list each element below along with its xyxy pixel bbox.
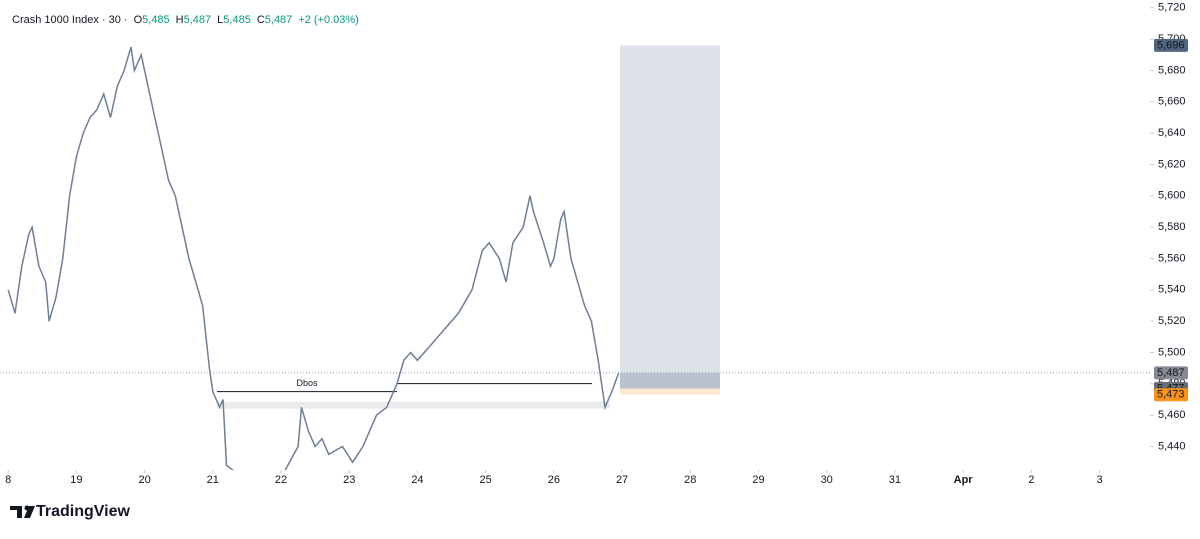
x-tick-label: 21 bbox=[207, 474, 219, 486]
x-tick-label: 22 bbox=[275, 474, 287, 486]
x-tick-label: 3 bbox=[1096, 474, 1102, 486]
y-tick-label: 5,580 bbox=[1158, 221, 1186, 233]
x-tick-label: 27 bbox=[616, 474, 628, 486]
y-tick-label: 5,460 bbox=[1158, 409, 1186, 421]
annotation-label: Dbos bbox=[296, 378, 318, 388]
x-tick-label: 29 bbox=[752, 474, 764, 486]
y-tick-label: 5,660 bbox=[1158, 96, 1186, 108]
x-tick-label: 24 bbox=[411, 474, 423, 486]
logo: TradingView bbox=[10, 503, 131, 520]
y-tick-label: 5,640 bbox=[1158, 127, 1186, 139]
change: +2 (+0.03%) bbox=[298, 14, 359, 26]
x-tick-label: 31 bbox=[889, 474, 901, 486]
ohlc-key: H bbox=[176, 14, 184, 26]
x-tick-label: 28 bbox=[684, 474, 696, 486]
x-tick-label: 19 bbox=[70, 474, 82, 486]
ohlc-key: O bbox=[134, 14, 143, 26]
price-series bbox=[7, 46, 620, 470]
y-tick-label: 5,600 bbox=[1158, 190, 1186, 202]
price-badge-label: 5,487 bbox=[1157, 367, 1185, 379]
x-tick-label: 2 bbox=[1028, 474, 1034, 486]
plot-area: Dbos bbox=[0, 45, 1150, 470]
price-badge-label: 5,696 bbox=[1157, 39, 1185, 51]
price-badge bbox=[1154, 38, 1188, 52]
y-tick-label: 5,680 bbox=[1158, 64, 1186, 76]
price-badge-label: 5,473 bbox=[1157, 389, 1185, 401]
y-tick-label: 5,560 bbox=[1158, 252, 1186, 264]
x-tick-label: 30 bbox=[821, 474, 833, 486]
y-tick-label: 5,540 bbox=[1158, 284, 1186, 296]
x-tick-label: 23 bbox=[343, 474, 355, 486]
x-tick-label: 20 bbox=[138, 474, 150, 486]
x-tick-label: 26 bbox=[548, 474, 560, 486]
logo-text: TradingView bbox=[36, 503, 131, 520]
ohlc-value: 5,487 bbox=[184, 14, 212, 26]
ohlc-value: 5,487 bbox=[265, 14, 293, 26]
y-tick-label: 5,440 bbox=[1158, 440, 1186, 452]
x-tick-label: 8 bbox=[5, 474, 11, 486]
entry-zone bbox=[620, 372, 720, 389]
ohlc-key: C bbox=[257, 14, 265, 26]
axes: 5,4405,4605,4805,5005,5205,5405,5605,580… bbox=[5, 2, 1188, 486]
header: Crash 1000 Index · 30 · O5,485 H5,487 L5,48… bbox=[12, 14, 359, 26]
ohlc-value: 5,485 bbox=[223, 14, 251, 26]
stop-zone bbox=[620, 388, 720, 395]
zone bbox=[217, 401, 610, 409]
ohlc-value: 5,485 bbox=[142, 14, 170, 26]
y-tick-label: 5,720 bbox=[1158, 2, 1186, 14]
price-badge bbox=[1154, 366, 1188, 380]
y-tick-label: 5,620 bbox=[1158, 158, 1186, 170]
y-tick-label: 5,520 bbox=[1158, 315, 1186, 327]
header-title: Crash 1000 Index · 30 · bbox=[12, 14, 128, 26]
price-badge bbox=[1154, 388, 1188, 402]
x-tick-label: 25 bbox=[480, 474, 492, 486]
x-tick-label: Apr bbox=[954, 474, 974, 486]
y-tick-label: 5,500 bbox=[1158, 346, 1186, 358]
target-zone bbox=[620, 45, 720, 373]
ohlc-key: L bbox=[217, 14, 223, 26]
